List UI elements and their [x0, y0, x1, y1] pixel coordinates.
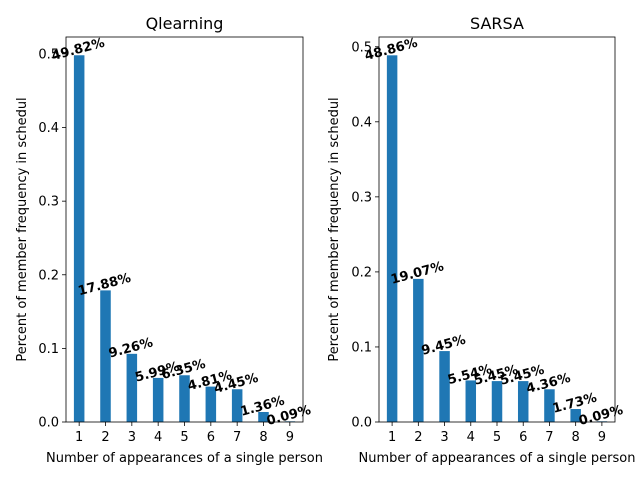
x-tick-label: 6 [207, 430, 215, 445]
y-tick-label: 0.5 [351, 40, 372, 55]
bar-5 [491, 381, 503, 422]
qlearning-chart: 0.00.10.20.30.40.51 2 3 4 5 6 7 8 949.82%17.88%9… [15, 14, 323, 466]
bar-7 [544, 389, 555, 422]
bar-3 [126, 353, 138, 422]
bar-3 [439, 351, 450, 422]
chart-title: Qlearning [146, 14, 224, 33]
sarsa-chart: 0.00.10.20.30.40.51 2 3 4 5 6 7 8 948.86%19.07%9… [327, 14, 636, 466]
y-tick-label: 0.0 [38, 416, 59, 431]
x-tick-label: 8 [572, 430, 580, 445]
y-axis-title: Percent of member frequency in schedul [15, 97, 30, 361]
x-tick-label: 6 [519, 430, 527, 445]
bar-2 [100, 290, 111, 422]
y-axis-title: Percent of member frequency in schedul [327, 97, 342, 361]
y-tick-label: 0.1 [351, 340, 372, 355]
x-axis-title: Number of appearances of a single person [359, 451, 636, 466]
y-tick-label: 0.1 [38, 342, 59, 357]
bar-8 [258, 411, 269, 422]
y-tick-label: 0.2 [351, 265, 372, 280]
bar-4 [465, 380, 477, 422]
x-tick-label: 4 [467, 430, 475, 445]
y-tick-label: 0.3 [38, 195, 59, 210]
chart-title: SARSA [470, 14, 524, 33]
x-tick-label: 7 [233, 430, 241, 445]
y-tick-label: 0.4 [351, 115, 372, 130]
x-tick-label: 5 [180, 430, 188, 445]
x-tick-label: 7 [545, 430, 553, 445]
bar-4 [152, 377, 164, 422]
x-tick-label: 2 [101, 430, 109, 445]
x-tick-label: 9 [286, 430, 294, 445]
x-tick-label: 8 [259, 430, 267, 445]
x-tick-label: 3 [440, 430, 448, 445]
bar-2 [413, 278, 424, 422]
x-tick-label: 9 [598, 430, 606, 445]
bar-6 [205, 386, 217, 422]
y-tick-label: 0.2 [38, 268, 59, 283]
bar-1 [73, 55, 85, 422]
y-tick-label: 0.3 [351, 190, 372, 205]
x-tick-label: 1 [75, 430, 83, 445]
x-axis-title: Number of appearances of a single person [46, 451, 323, 466]
bar-7 [231, 389, 243, 422]
x-tick-label: 1 [388, 430, 396, 445]
bar-5 [179, 375, 190, 422]
x-tick-label: 5 [493, 430, 501, 445]
y-tick-label: 0.4 [38, 121, 59, 136]
bar-6 [517, 381, 529, 422]
x-tick-label: 2 [414, 430, 422, 445]
y-tick-label: 0.0 [351, 416, 372, 431]
x-tick-label: 4 [154, 430, 162, 445]
bar-1 [386, 55, 398, 423]
y-tick-label: 0.5 [38, 47, 59, 62]
x-tick-label: 3 [128, 430, 136, 445]
bar-8 [570, 409, 581, 422]
